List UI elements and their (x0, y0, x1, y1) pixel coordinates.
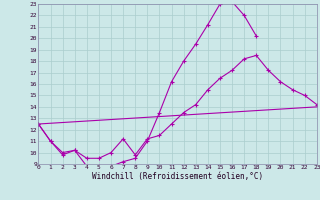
X-axis label: Windchill (Refroidissement éolien,°C): Windchill (Refroidissement éolien,°C) (92, 172, 263, 181)
